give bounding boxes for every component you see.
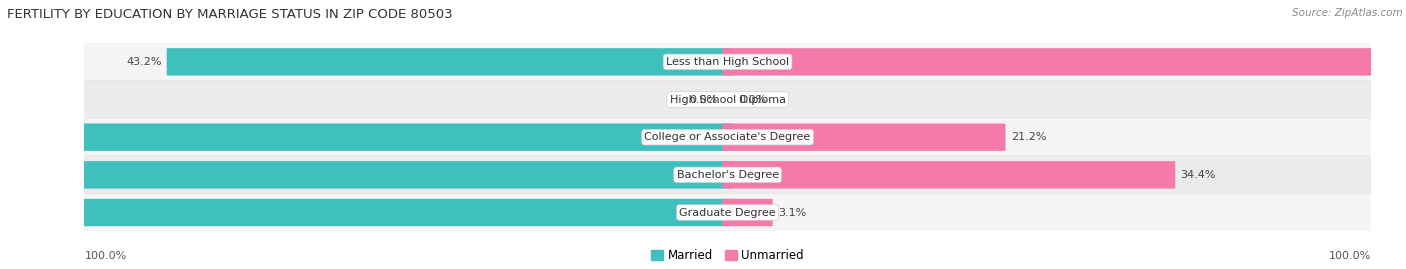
Text: Source: ZipAtlas.com: Source: ZipAtlas.com (1292, 8, 1403, 18)
Text: 21.2%: 21.2% (1011, 132, 1046, 142)
FancyBboxPatch shape (77, 156, 1378, 194)
FancyBboxPatch shape (77, 118, 1378, 156)
Legend: Married, Unmarried: Married, Unmarried (647, 245, 808, 267)
FancyBboxPatch shape (167, 48, 733, 76)
Text: Graduate Degree: Graduate Degree (679, 207, 776, 218)
Text: 34.4%: 34.4% (1181, 170, 1216, 180)
FancyBboxPatch shape (77, 193, 1378, 232)
Text: 0.0%: 0.0% (738, 94, 766, 105)
Text: 3.1%: 3.1% (778, 207, 806, 218)
FancyBboxPatch shape (77, 80, 1378, 119)
Text: FERTILITY BY EDUCATION BY MARRIAGE STATUS IN ZIP CODE 80503: FERTILITY BY EDUCATION BY MARRIAGE STATU… (7, 8, 453, 21)
Text: 100.0%: 100.0% (84, 250, 127, 261)
Text: 0.0%: 0.0% (689, 94, 717, 105)
Text: Bachelor's Degree: Bachelor's Degree (676, 170, 779, 180)
FancyBboxPatch shape (723, 161, 1175, 189)
FancyBboxPatch shape (723, 48, 1406, 76)
FancyBboxPatch shape (0, 199, 733, 226)
Text: 100.0%: 100.0% (1329, 250, 1371, 261)
FancyBboxPatch shape (723, 123, 1005, 151)
FancyBboxPatch shape (723, 199, 773, 226)
FancyBboxPatch shape (0, 161, 733, 189)
Text: College or Associate's Degree: College or Associate's Degree (644, 132, 811, 142)
Text: High School Diploma: High School Diploma (669, 94, 786, 105)
FancyBboxPatch shape (0, 123, 733, 151)
Text: 43.2%: 43.2% (127, 57, 162, 67)
Text: Less than High School: Less than High School (666, 57, 789, 67)
FancyBboxPatch shape (77, 43, 1378, 81)
